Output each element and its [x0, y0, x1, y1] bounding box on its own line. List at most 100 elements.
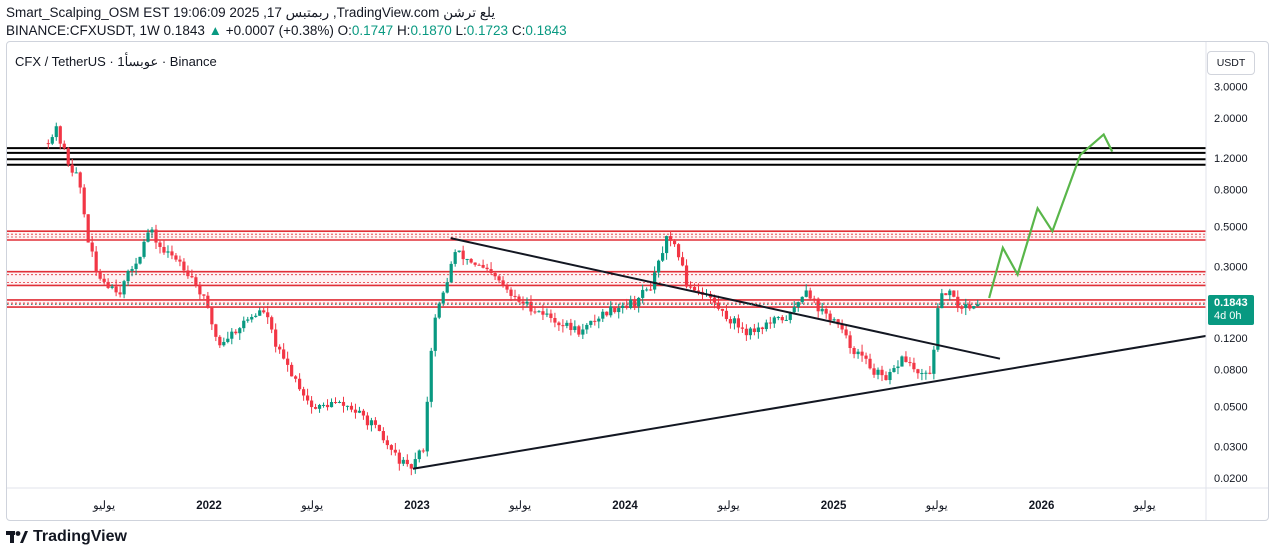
candle-body — [274, 329, 278, 347]
candle-body — [258, 310, 262, 316]
candle-body — [226, 338, 230, 342]
candle-body — [792, 306, 796, 313]
projection-path — [988, 132, 1114, 299]
candle-body — [294, 376, 298, 379]
x-tick-label: 2024 — [612, 500, 638, 512]
bar-countdown: 4d 0h — [1214, 310, 1242, 322]
candle-body — [262, 310, 266, 313]
candle-body — [597, 318, 601, 322]
candle-body — [880, 369, 884, 376]
candle-body — [641, 289, 645, 298]
candle-body — [505, 285, 509, 290]
candle-body — [649, 289, 653, 291]
attribution-line: Smart_Scalping_OSM EST 19:06:09 2025 ,17… — [6, 5, 496, 20]
candle-body — [353, 409, 358, 413]
y-tick-label: 0.8000 — [1214, 185, 1248, 197]
candle-body — [956, 296, 960, 308]
candle-body — [50, 137, 54, 144]
last-price-tag: 0.1843 4d 0h — [1208, 295, 1254, 325]
candle-body — [876, 369, 880, 375]
candle-body — [234, 331, 238, 334]
x-tick-label: يوليو — [925, 499, 948, 512]
candle-body — [70, 164, 74, 173]
candle-body — [130, 269, 134, 271]
candle-body — [716, 302, 721, 309]
candle-body — [218, 336, 222, 346]
candle-body — [653, 272, 657, 290]
candle-body — [238, 328, 242, 334]
tradingview-brand[interactable]: TradingView — [6, 528, 127, 546]
price-change: +0.0007 (+0.38%) — [225, 23, 334, 38]
candle-body — [381, 431, 385, 441]
candle-body — [126, 270, 130, 282]
candle-body — [629, 299, 633, 308]
candles — [46, 122, 980, 476]
candle-body — [377, 424, 381, 432]
candle-body — [589, 320, 593, 325]
candle-body — [581, 329, 585, 335]
last-price: 0.1843 — [163, 23, 205, 38]
candle-body — [844, 329, 848, 336]
candle-body — [684, 265, 689, 287]
candle-body — [728, 319, 733, 324]
candle-body — [676, 244, 681, 258]
candle-body — [369, 420, 374, 426]
candle-body — [142, 241, 146, 257]
candle-body — [90, 242, 94, 252]
candle-body — [960, 307, 964, 309]
candle-body — [110, 286, 114, 288]
candle-body — [800, 296, 804, 303]
candle-body — [174, 255, 178, 260]
candle-body — [712, 297, 717, 303]
candle-body — [298, 378, 302, 390]
candle-body — [613, 306, 617, 313]
candle-body — [421, 450, 425, 452]
candle-body — [868, 358, 872, 369]
ohlc-line: BINANCE:CFXUSDT, 1W 0.1843 ▲ +0.0007 (+0… — [6, 23, 567, 39]
y-tick-label: 0.0200 — [1214, 473, 1248, 485]
candle-body — [417, 450, 421, 460]
candle-body — [178, 259, 182, 262]
candle-body — [78, 172, 82, 188]
candle-body — [657, 260, 661, 273]
candle-body — [461, 250, 465, 260]
candle-body — [940, 293, 944, 309]
candle-body — [609, 306, 613, 316]
candle-body — [972, 306, 976, 309]
candle-body — [465, 258, 469, 260]
candle-body — [473, 262, 477, 265]
low-label: L: — [455, 23, 467, 38]
candle-body — [912, 362, 916, 370]
plot-area — [7, 122, 1206, 476]
candle-body — [210, 307, 214, 325]
candle-body — [198, 284, 202, 295]
candle-body — [633, 299, 637, 307]
candle-body — [501, 280, 505, 286]
chart-symbol-title: CFX / TetherUS · 1عوبسأ · Binance — [15, 54, 217, 69]
candle-body — [776, 317, 780, 319]
y-tick-label: 3.0000 — [1214, 81, 1248, 93]
candle-body — [489, 269, 493, 273]
candle-body — [357, 410, 362, 413]
candle-body — [66, 148, 70, 165]
candle-body — [545, 313, 549, 315]
candle-body — [908, 362, 912, 364]
candle-body — [924, 372, 928, 374]
candle-body — [118, 292, 122, 295]
candle-body — [593, 320, 597, 322]
candle-body — [936, 308, 940, 350]
currency-button[interactable]: USDT — [1207, 51, 1255, 75]
candle-body — [780, 317, 784, 321]
candle-body — [453, 252, 457, 264]
candle-body — [361, 410, 366, 416]
candle-body — [976, 304, 980, 307]
candle-body — [337, 401, 342, 403]
candle-body — [577, 326, 581, 335]
candle-body — [736, 318, 741, 328]
candle-body — [341, 401, 346, 406]
candle-body — [206, 295, 210, 308]
candle-body — [637, 297, 641, 307]
candle-body — [904, 356, 908, 363]
candle-body — [696, 290, 701, 292]
